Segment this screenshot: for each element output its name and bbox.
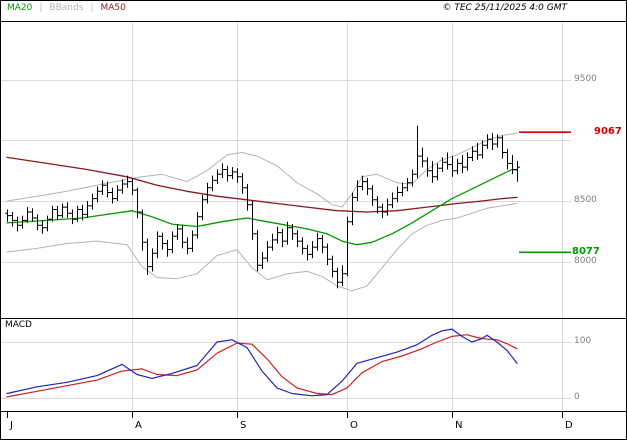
- level-label-8077: 8077: [572, 246, 600, 258]
- macd-tick-0: 0: [574, 392, 580, 402]
- chart-legend: MA20 | BBands | MA50: [7, 2, 126, 14]
- month-label-N: N: [455, 420, 463, 431]
- month-label-J: J: [10, 420, 13, 431]
- month-label-A: A: [135, 420, 142, 431]
- macd-panel-label: MACD: [5, 320, 32, 330]
- month-label-S: S: [240, 420, 247, 431]
- legend-ma50: MA50: [100, 3, 126, 13]
- month-label-O: O: [350, 420, 358, 431]
- legend-separator: |: [39, 3, 43, 13]
- level-label-9067: 9067: [594, 126, 622, 138]
- legend-ma20: MA20: [7, 3, 33, 13]
- price-tick-8500: 8500: [574, 195, 597, 206]
- price-tick-9500: 9500: [574, 73, 597, 84]
- macd-tick-100: 100: [574, 336, 592, 346]
- price-tick-8000: 8000: [574, 255, 597, 266]
- legend-separator: |: [90, 3, 94, 13]
- copyright-text: © TEC 25/11/2025 4:0 GMT: [442, 3, 567, 13]
- month-label-D: D: [565, 420, 573, 431]
- legend-bbands: BBands: [49, 3, 84, 13]
